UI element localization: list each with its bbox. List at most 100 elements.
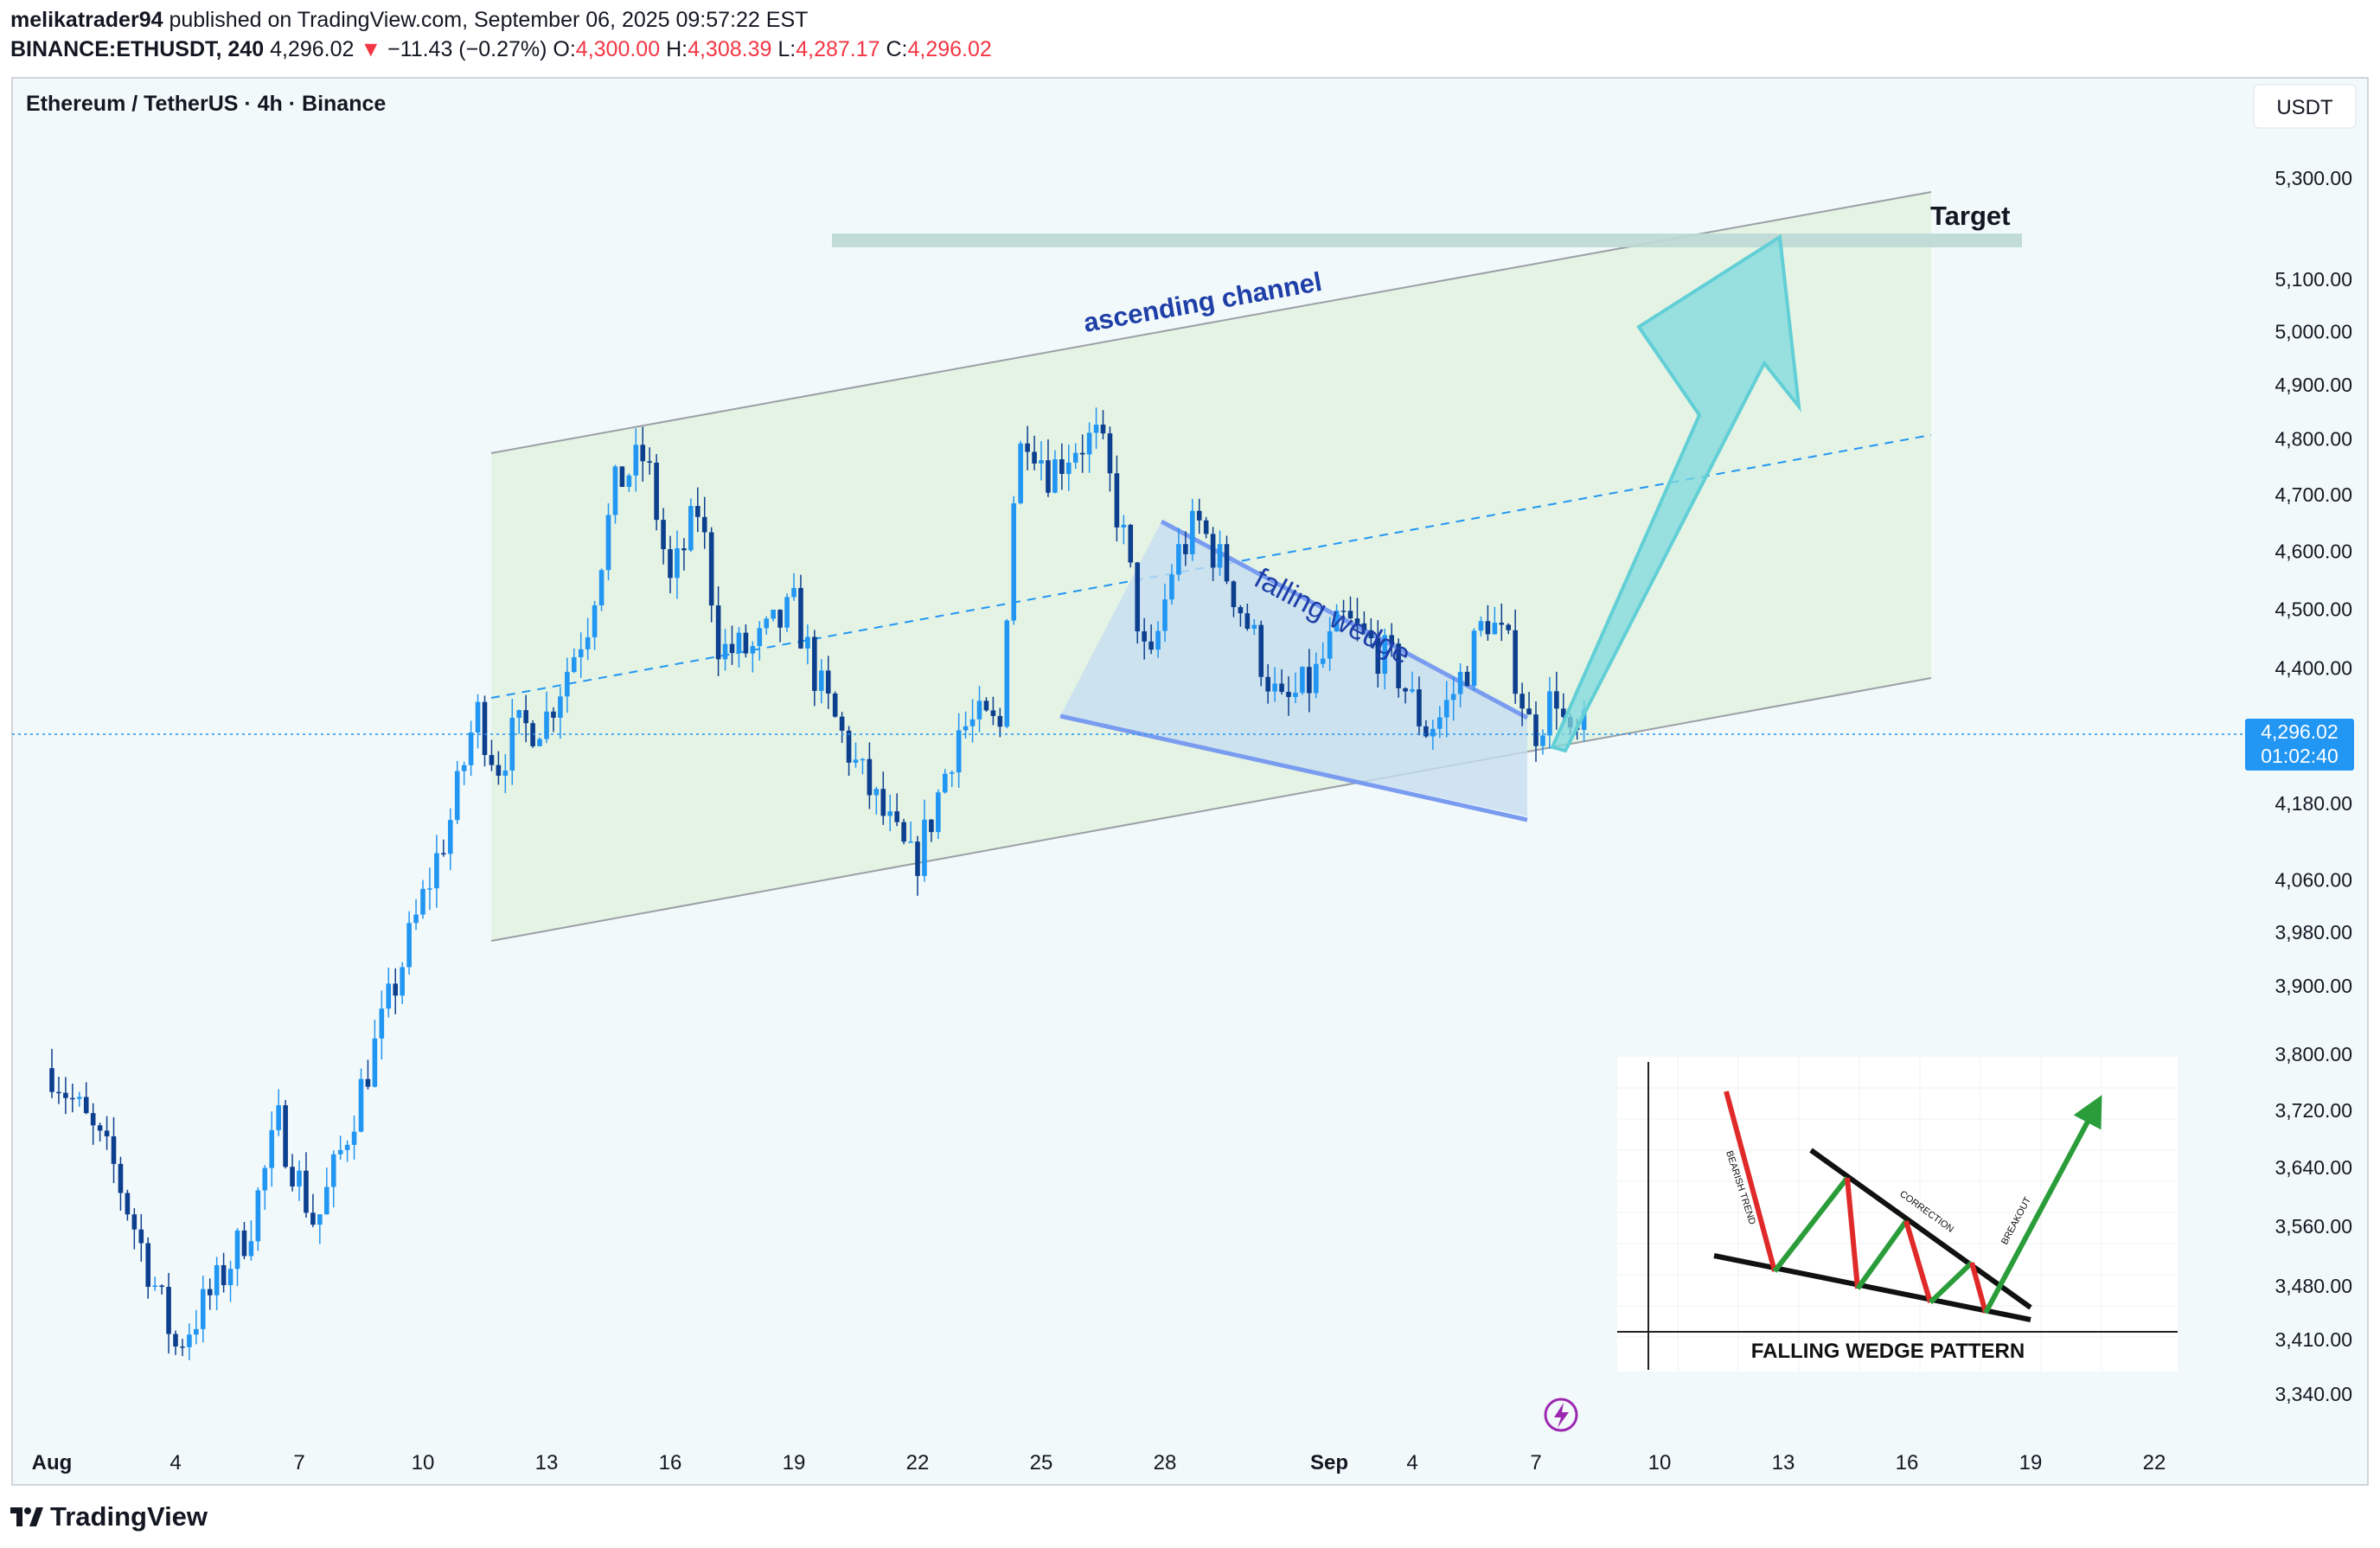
time-tick-label: 4 xyxy=(1406,1451,1417,1474)
candle-body xyxy=(1560,708,1566,718)
falling-wedge-inset: BEARISH TREND CORRECTION BREAKOUT FALLIN… xyxy=(1617,1057,2178,1372)
time-axis[interactable]: Aug 4 7 10 13 16 19 22 25 28 Sep 4 7 10 13 16 19 22 xyxy=(32,1451,2166,1474)
candle-body xyxy=(262,1167,268,1191)
candle-body xyxy=(544,711,549,739)
ohlc-line: BINANCE:ETHUSDT, 240 4,296.02 ▼ −11.43 (… xyxy=(10,35,992,64)
down-arrow-icon: ▼ xyxy=(360,37,382,61)
time-tick-label: 13 xyxy=(535,1451,559,1474)
candle-body xyxy=(626,475,632,487)
candle-body xyxy=(330,1154,336,1187)
candle-body xyxy=(1128,524,1134,563)
price-tick-label: 3,640.00 xyxy=(2274,1156,2352,1179)
candle-body xyxy=(125,1193,131,1215)
candle-body xyxy=(612,466,618,515)
candle-body xyxy=(551,711,556,718)
candle-body xyxy=(812,636,817,691)
candle-body xyxy=(571,656,577,672)
candle-body xyxy=(1396,643,1401,688)
candle-body xyxy=(585,636,591,649)
price-tick-label: 4,060.00 xyxy=(2274,869,2352,892)
candle-body xyxy=(1540,735,1545,746)
publish-info: published on TradingView.com, September … xyxy=(169,8,809,32)
candle-body xyxy=(496,764,502,777)
candle-body xyxy=(757,628,763,647)
candle-body xyxy=(482,701,488,756)
candle-body xyxy=(241,1230,247,1257)
candle-body xyxy=(1176,544,1181,575)
candle-body xyxy=(668,549,673,579)
candle-body xyxy=(475,701,481,733)
candle-body xyxy=(1334,611,1340,632)
candle-body xyxy=(1107,433,1113,474)
candle-body xyxy=(1231,581,1237,608)
publication-header: melikatrader94 published on TradingView.… xyxy=(10,5,992,64)
wedge-lower-line xyxy=(1059,713,1528,822)
candle-body xyxy=(1265,676,1270,692)
close-value: 4,296.02 xyxy=(907,37,992,61)
time-tick-label: 7 xyxy=(1530,1451,1541,1474)
candle-body xyxy=(1217,544,1223,568)
price-tick-label: 3,560.00 xyxy=(2274,1215,2352,1238)
time-tick-label: 10 xyxy=(1648,1451,1672,1474)
lightning-icon[interactable] xyxy=(1544,1398,1578,1432)
candle-body xyxy=(1039,460,1044,464)
candle-body xyxy=(1251,624,1257,629)
price-tick-label: 3,800.00 xyxy=(2274,1043,2352,1065)
candle-body xyxy=(131,1214,138,1230)
candle-body xyxy=(661,520,666,550)
high-value: 4,308.39 xyxy=(688,37,772,61)
candle-body xyxy=(1478,621,1484,631)
candle-body xyxy=(901,822,906,842)
currency-button[interactable]: USDT xyxy=(2253,84,2357,129)
candle-body xyxy=(1238,607,1244,614)
candle-body xyxy=(1464,671,1470,687)
candle-body xyxy=(63,1092,68,1098)
candle-body xyxy=(578,649,584,657)
author-name[interactable]: melikatrader94 xyxy=(10,8,163,32)
candle-body xyxy=(750,646,756,654)
last-price: 4,296.02 xyxy=(270,37,355,61)
candle-body xyxy=(323,1187,329,1215)
candle-body xyxy=(1382,635,1388,675)
candle-body xyxy=(1424,726,1429,737)
candle-body xyxy=(771,610,776,619)
candle-body xyxy=(1410,689,1415,692)
candle-body xyxy=(152,1285,157,1288)
price-tick-label: 5,100.00 xyxy=(2274,268,2352,291)
candle-body xyxy=(997,715,1003,727)
candle-body xyxy=(805,636,810,649)
candle-body xyxy=(1368,630,1374,639)
candle-body xyxy=(867,758,873,796)
candle-body xyxy=(1526,708,1532,715)
candle-body xyxy=(894,811,899,822)
price-tick-label: 5,300.00 xyxy=(2274,167,2352,189)
candle-body xyxy=(516,710,522,719)
candle-body xyxy=(207,1289,213,1295)
candle-body xyxy=(70,1097,75,1100)
candle-body xyxy=(1011,503,1017,621)
candle-body xyxy=(173,1334,178,1347)
price-axis[interactable]: 5,300.00 5,100.00 5,000.00 4,900.00 4,800.00… xyxy=(2274,167,2352,1405)
candle-body xyxy=(956,730,962,773)
candle-body xyxy=(1389,635,1394,644)
candle-body xyxy=(1519,694,1525,709)
candle-body xyxy=(1293,693,1298,697)
candle-body xyxy=(1506,624,1512,630)
price-tick-label: 4,180.00 xyxy=(2274,792,2352,815)
candle-body xyxy=(1485,621,1491,635)
candle-body xyxy=(1361,623,1367,630)
candle-body xyxy=(214,1264,220,1295)
time-tick-label: 22 xyxy=(2143,1451,2166,1474)
time-tick-label: 19 xyxy=(783,1451,806,1474)
candle-body xyxy=(1258,624,1264,677)
tradingview-footer[interactable]: TradingView xyxy=(10,1500,208,1534)
candle-body xyxy=(1114,473,1120,528)
price-tick-label: 3,900.00 xyxy=(2274,975,2352,997)
time-tick-label: 4 xyxy=(170,1451,181,1474)
candle-body xyxy=(1148,641,1154,650)
candle-body xyxy=(413,914,419,924)
candle-body xyxy=(990,710,996,716)
candle-body xyxy=(1443,700,1449,718)
price-badge-value: 4,296.02 xyxy=(2261,720,2338,743)
